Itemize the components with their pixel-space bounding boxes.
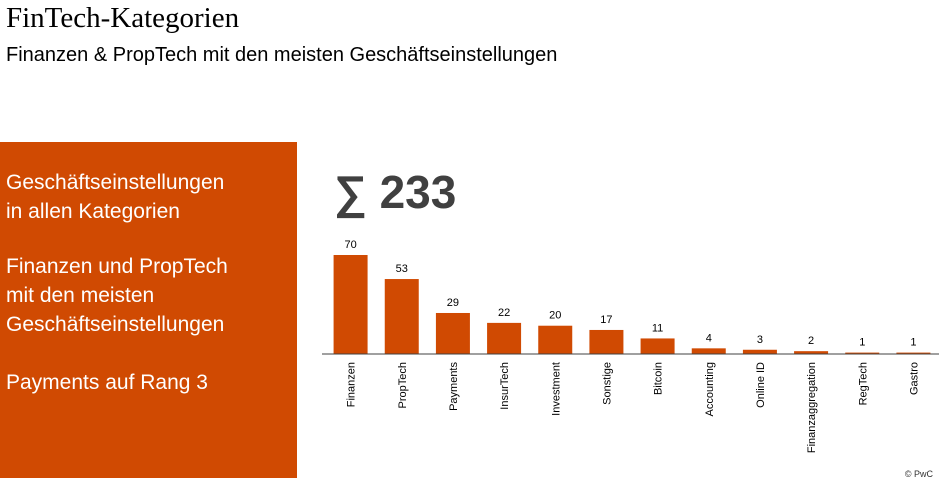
value-label: 70	[344, 239, 356, 251]
value-label: 2	[808, 335, 814, 347]
value-label: 1	[910, 337, 916, 349]
x-tick-label: Payments	[448, 362, 460, 411]
value-label: 1	[859, 337, 865, 349]
x-tick-label: Bitcoin	[653, 362, 665, 395]
bar	[742, 349, 777, 354]
bar	[487, 322, 522, 354]
panel-paragraph: Payments auf Rang 3	[6, 368, 208, 397]
panel-paragraph: Geschäftseinstellungen in allen Kategorie…	[6, 168, 224, 226]
bar	[794, 351, 829, 354]
copyright: © PwC	[904, 469, 933, 479]
panel-line: mit den meisten	[6, 284, 155, 307]
bar	[333, 255, 368, 354]
panel-line: in allen Kategorien	[6, 200, 180, 223]
bar	[538, 325, 573, 354]
subtitle: Finanzen & PropTech mit den meisten Gesc…	[6, 44, 558, 66]
panel-line: Finanzen und PropTech	[6, 255, 228, 278]
panel-line: Payments auf Rang 3	[6, 371, 208, 394]
value-label: 11	[652, 322, 663, 334]
bar	[589, 329, 624, 354]
panel-line: Geschäftseinstellungen	[6, 313, 225, 336]
summary-panel: Geschäftseinstellungen in allen Kategorie…	[0, 142, 297, 478]
total: ∑ 233	[334, 166, 457, 218]
x-tick-label: Finanzaggregation	[806, 362, 818, 453]
x-tick-label: Investment	[550, 362, 562, 416]
value-label: 17	[600, 314, 612, 326]
bar	[435, 312, 470, 354]
x-tick-label: PropTech	[397, 362, 409, 408]
panel-paragraph: Finanzen und PropTech mit den meisten Gesc…	[6, 252, 228, 339]
value-label: 3	[757, 334, 763, 346]
x-tick-label: Finanzen	[346, 362, 358, 407]
value-label: 29	[447, 297, 459, 309]
x-tick-label: Online ID	[755, 362, 767, 408]
bar	[896, 352, 931, 354]
x-tick-label: Accounting	[704, 362, 716, 416]
x-tick-label: Gastro	[908, 362, 920, 395]
bar	[691, 348, 726, 354]
panel-line: Geschäftseinstellungen	[6, 171, 225, 194]
value-label: 20	[549, 310, 561, 322]
bar	[845, 352, 880, 354]
x-tick-label: InsurTech	[499, 362, 511, 410]
value-label: 53	[396, 263, 408, 275]
bar	[640, 338, 675, 354]
x-tick-label: Sonstige	[601, 362, 613, 405]
value-label: 4	[706, 332, 712, 344]
value-label: 22	[498, 307, 510, 319]
bar	[384, 279, 419, 354]
title: FinTech-Kategorien	[6, 2, 240, 34]
x-tick-label: RegTech	[857, 362, 869, 405]
